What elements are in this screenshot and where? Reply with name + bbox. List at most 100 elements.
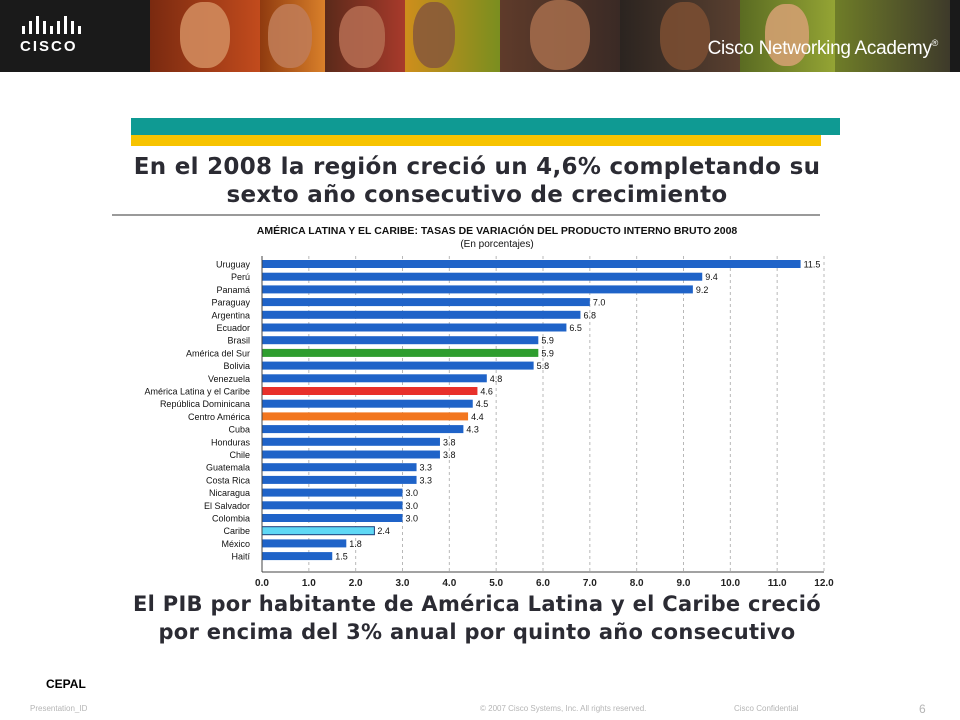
category-labels: Uruguay Perú Panamá Paraguay Argentina Ecuado… [144,260,250,562]
x-tick-label: 9.0 [677,578,691,589]
category-label: El Salvador [204,501,250,511]
value-label: 5.9 [541,348,554,358]
x-tick-label: 5.0 [489,578,503,589]
category-label: Haití [231,552,250,562]
x-tick-label: 7.0 [583,578,597,589]
value-labels: 11.5 9.4 9.2 7.0 6.86.5 5.9 5.9 5.8 4.8 4.6 4.5 4.4… [335,260,820,562]
bar [262,450,440,459]
headline-line-2: sexto año consecutivo de crecimiento [226,182,728,208]
value-label: 9.2 [696,285,709,295]
networking-academy-title: Cisco Networking Academy® [707,38,939,59]
bar [262,348,539,357]
bar [262,399,473,408]
chart-subtitle: (En porcentajes) [460,239,533,250]
x-tick-label: 3.0 [396,578,410,589]
x-tick-label: 6.0 [536,578,550,589]
yellow-band [131,135,821,146]
photo-7 [740,0,835,72]
x-tick-label: 11.0 [768,578,787,589]
x-tick-label: 2.0 [349,578,363,589]
category-label: Argentina [211,310,250,320]
bar [262,488,403,497]
bar [262,501,403,510]
photo-5 [500,0,620,72]
bar [262,361,534,370]
bar [262,539,347,548]
value-label: 3.8 [443,450,456,460]
headline-line-1: En el 2008 la región creció un 4,6% comp… [133,154,821,180]
value-label: 3.8 [443,437,456,447]
photo-2 [260,0,325,72]
photo-8 [835,0,950,72]
category-label: Panamá [216,285,250,295]
teal-band [131,118,840,135]
photo-1 [150,0,260,72]
value-label: 4.8 [490,374,503,384]
photo-6 [620,0,740,72]
value-label: 4.3 [466,425,479,435]
value-label: 6.5 [569,323,582,333]
category-label: Bolivia [223,361,250,371]
bar [262,514,403,522]
value-label: 7.0 [593,298,606,308]
presentation-id: Presentation_ID [30,704,88,713]
bar [262,323,567,332]
slide-content: En el 2008 la región creció un 4,6% comp… [112,116,842,656]
source-label: CEPAL [46,677,86,691]
value-label: 3.0 [406,488,419,498]
category-label: Uruguay [216,260,251,270]
bar [262,272,703,281]
bar [262,260,801,268]
photo-3 [325,0,405,72]
category-label: América Latina y el Caribe [144,387,250,397]
category-label: Guatemala [206,463,250,473]
bar [262,285,693,294]
category-label: Brasil [227,336,250,346]
category-label: América del Sur [186,348,250,358]
category-label: Honduras [211,437,251,447]
footer-headline-2: por encima del 3% anual por quinto año c… [158,620,796,644]
bar [262,425,464,434]
category-label: Paraguay [211,298,250,308]
category-label: México [221,539,250,549]
top-banner: CISCO Cisco Networking Academy® [0,0,960,72]
confidential-notice: Cisco Confidential [734,704,799,713]
category-label: Ecuador [216,323,250,333]
x-tick-label: 1.0 [302,578,316,589]
bar [262,310,581,319]
bar [262,298,590,307]
page-number: 6 [919,702,926,716]
gdp-bar-chart: AMÉRICA LATINA Y EL CARIBE: TASAS DE VAR… [144,224,834,589]
bar [262,437,440,446]
value-label: 5.8 [537,361,550,371]
value-label: 11.5 [804,260,821,270]
copyright-notice: © 2007 Cisco Systems, Inc. All rights re… [480,704,647,713]
cisco-bars-icon [22,16,81,34]
bar [262,552,333,561]
value-label: 4.6 [480,387,493,397]
category-label: Perú [231,272,250,282]
bar [262,412,469,421]
x-tick-labels: 0.0 1.0 2.0 3.0 4.0 5.0 6.0 7.0 8.0 9.0 10.0 11.0 12… [255,578,834,589]
chart-title: AMÉRICA LATINA Y EL CARIBE: TASAS DE VAR… [257,224,738,237]
value-label: 4.4 [471,412,484,422]
cisco-logo: CISCO [14,12,94,62]
x-tick-label: 12.0 [814,578,834,589]
value-label: 3.0 [406,514,419,524]
bars [261,260,801,561]
bar [262,463,417,472]
bar [262,374,487,383]
value-label: 6.8 [583,310,596,320]
bar [261,526,375,536]
value-label: 9.4 [705,272,718,282]
x-tick-label: 0.0 [255,578,269,589]
category-label: Nicaragua [209,488,250,498]
category-label: Colombia [212,514,250,524]
bar [262,336,539,345]
value-label: 3.3 [420,475,433,485]
x-tick-label: 10.0 [721,578,741,589]
photo-4 [405,0,500,72]
value-label: 1.5 [335,552,348,562]
x-tick-label: 8.0 [630,578,644,589]
x-tick-label: 4.0 [442,578,456,589]
